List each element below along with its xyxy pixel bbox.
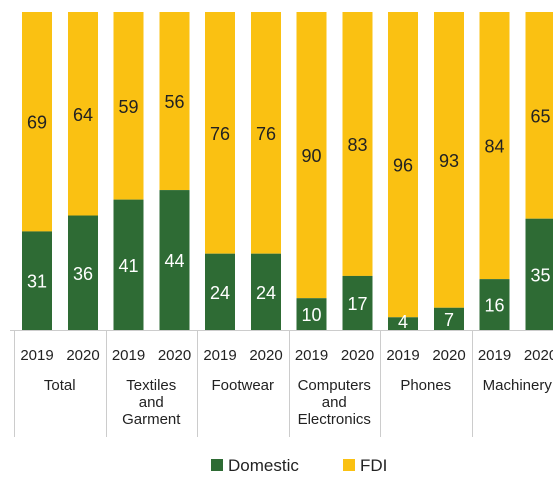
data-label-domestic: 16: [484, 296, 504, 316]
data-label-domestic: 24: [256, 283, 276, 303]
category-axis: 2019 2020 Total 2019 2020 Textiles and Garment 2…: [10, 330, 553, 437]
data-label-fdi: 76: [256, 124, 276, 144]
legend-item-fdi: FDI: [343, 456, 387, 475]
data-label-domestic: 31: [27, 272, 47, 292]
legend-swatch: [211, 459, 223, 471]
bar-segment-domestic: [525, 218, 553, 330]
data-label-fdi: 65: [530, 106, 550, 126]
bar-segment-fdi: [113, 12, 144, 200]
data-label-domestic: 44: [164, 251, 184, 271]
year-tick-label: 2019: [478, 347, 511, 364]
data-label-fdi: 56: [164, 92, 184, 112]
bar-segment-domestic: [68, 215, 98, 330]
data-label-fdi: 90: [301, 146, 321, 166]
year-tick-label: 2019: [112, 347, 145, 364]
category-label: Footwear: [211, 377, 274, 394]
bar-segment-fdi: [479, 12, 510, 280]
bar-segment-fdi: [388, 12, 418, 318]
bars-layer: 69 31 64 36 59 41 56 44 76 24 76 24 90 10 83 17 96 4 93 7 84…: [22, 12, 553, 332]
bar-segment-fdi: [251, 12, 281, 254]
data-label-fdi: 96: [393, 156, 413, 176]
category-label: Total: [44, 377, 76, 394]
legend: Domestic FDI: [211, 456, 387, 475]
category-label: Computers and Electronics: [298, 377, 371, 428]
legend-item-domestic: Domestic: [211, 456, 299, 475]
bar-segment-domestic: [434, 307, 464, 330]
year-tick-label: 2020: [158, 347, 191, 364]
category-label: Textiles and Garment: [122, 377, 181, 428]
legend-label: Domestic: [228, 456, 299, 475]
data-label-fdi: 64: [73, 105, 93, 125]
year-tick-label: 2019: [20, 347, 53, 364]
data-label-domestic: 17: [347, 294, 367, 314]
data-label-fdi: 59: [118, 97, 138, 117]
bar-segment-fdi: [434, 12, 464, 308]
bar-segment-fdi: [342, 12, 373, 276]
data-label-domestic: 7: [444, 310, 454, 330]
bar-segment-domestic: [251, 253, 281, 330]
data-label-domestic: 24: [210, 283, 230, 303]
bar-segment-fdi: [159, 12, 190, 191]
year-tick-label: 2020: [432, 347, 465, 364]
bar-segment-domestic: [205, 253, 235, 330]
year-tick-label: 2019: [386, 347, 419, 364]
year-tick-label: 2019: [295, 347, 328, 364]
legend-label: FDI: [360, 456, 387, 475]
bar-segment-domestic: [342, 275, 373, 330]
year-tick-label: 2019: [203, 347, 236, 364]
data-label-domestic: 4: [398, 312, 408, 332]
data-label-fdi: 83: [347, 135, 367, 155]
data-label-fdi: 76: [210, 124, 230, 144]
category-label: Phones: [400, 377, 451, 394]
bar-segment-domestic: [159, 190, 190, 330]
year-tick-label: 2020: [524, 347, 553, 364]
data-label-fdi: 93: [439, 151, 459, 171]
bar-segment-domestic: [296, 298, 327, 330]
year-tick-label: 2020: [249, 347, 282, 364]
data-label-domestic: 36: [73, 264, 93, 284]
bar-segment-fdi: [68, 12, 98, 216]
data-label-domestic: 35: [530, 265, 550, 285]
bar-segment-fdi: [22, 12, 52, 232]
data-label-domestic: 10: [301, 305, 321, 325]
data-label-domestic: 41: [118, 256, 138, 276]
bar-segment-domestic: [22, 231, 52, 330]
bar-segment-domestic: [113, 199, 144, 330]
bar-segment-fdi: [525, 12, 553, 219]
bar-segment-fdi: [205, 12, 235, 254]
category-label: Machinery: [483, 377, 553, 394]
legend-swatch: [343, 459, 355, 471]
bar-segment-fdi: [296, 12, 327, 299]
year-tick-label: 2020: [341, 347, 374, 364]
year-tick-label: 2020: [66, 347, 99, 364]
data-label-fdi: 69: [27, 113, 47, 133]
bar-segment-domestic: [479, 279, 510, 330]
bar-segment-domestic: [388, 317, 418, 330]
data-label-fdi: 84: [484, 137, 504, 157]
